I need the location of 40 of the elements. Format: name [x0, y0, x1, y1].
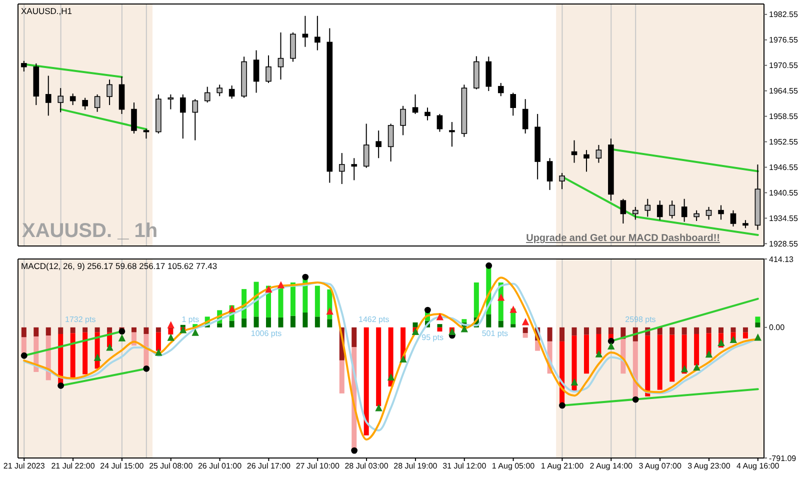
annotation: 1462 pts	[358, 315, 390, 324]
x-tick-label: 24 Jul 15:00	[100, 462, 144, 471]
annotation: 2598 pts	[625, 315, 656, 324]
x-tick-label: 2 Aug 14:00	[590, 462, 634, 471]
y-tick-label: 1982.55	[769, 10, 798, 20]
annotation: 95 pts	[422, 333, 444, 342]
y-tick-label: 1934.55	[769, 214, 798, 224]
x-tick-label: 21 Jul 2023	[3, 462, 46, 471]
y-tick-label: 1964.55	[769, 86, 798, 96]
chart-title: XAUUSD.,H1	[21, 6, 72, 16]
x-tick-label: 1 Aug 05:00	[492, 462, 536, 471]
annotation: 501 pts	[482, 329, 508, 338]
y-tick-label: -791.09	[769, 454, 797, 463]
y-tick-label: 1952.55	[769, 138, 798, 147]
x-tick-label: 1 Aug 21:00	[540, 462, 584, 471]
annotation: 1 pts	[182, 315, 200, 324]
chart-title: MACD(12, 26, 9) 256.17 59.68 256.17 105.62 77.43	[21, 261, 218, 271]
y-tick-label: 1970.55	[769, 61, 798, 70]
annotation: 1006 pts	[250, 329, 282, 338]
x-tick-label: 26 Jul 01:00	[198, 462, 242, 471]
x-tick-label: 27 Jul 10:00	[296, 462, 340, 471]
x-tick-label: 25 Jul 08:00	[149, 462, 194, 471]
y-tick-label: 1928.55	[769, 240, 798, 249]
annotation: XAUUSD. _ 1h	[22, 220, 158, 243]
x-tick-label: 4 Aug 16:00	[736, 462, 780, 471]
y-tick-label: 1940.55	[769, 188, 798, 198]
y-tick-label: 1958.55	[769, 112, 798, 122]
x-tick-label: 28 Jul 03:00	[344, 462, 389, 471]
y-tick-label: 0.00	[769, 323, 786, 332]
y-tick-label: 1976.55	[769, 36, 798, 45]
x-tick-label: 3 Aug 23:00	[688, 462, 731, 471]
x-tick-label: 3 Aug 07:00	[638, 462, 682, 471]
y-tick-label: 414.13	[769, 254, 794, 264]
annotation: 1732 pts	[65, 315, 96, 324]
x-tick-label: 21 Jul 22:00	[51, 462, 96, 471]
y-tick-label: 1946.55	[769, 163, 798, 172]
x-tick-label: 26 Jul 17:00	[246, 462, 292, 471]
x-tick-label: 28 Jul 19:00	[394, 462, 438, 471]
annotation: Upgrade and Get our MACD Dashboard!!	[526, 233, 720, 245]
x-tick-label: 31 Jul 12:00	[442, 462, 487, 471]
